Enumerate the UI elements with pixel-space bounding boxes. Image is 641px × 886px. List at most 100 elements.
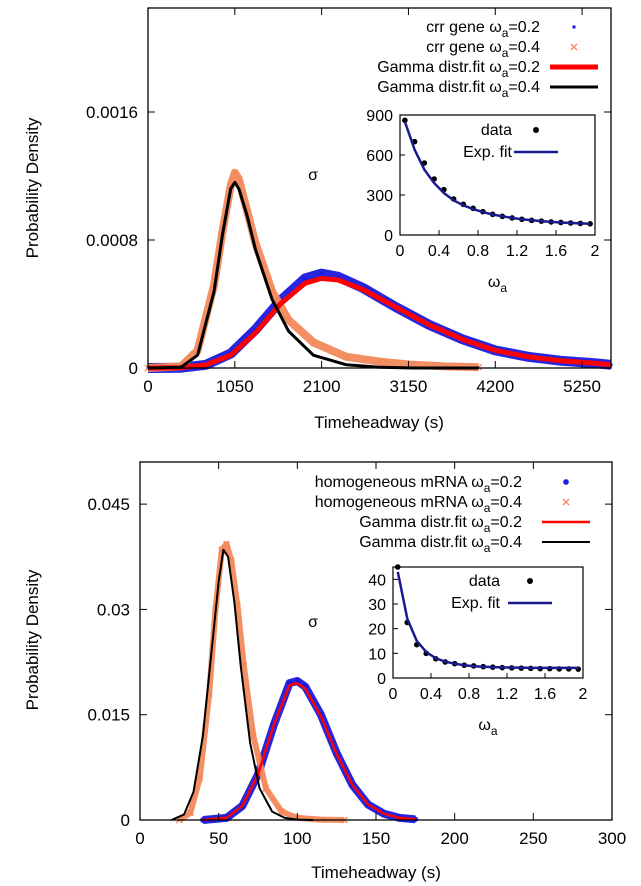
series-1-point-7	[235, 175, 243, 183]
series-1-point-11	[285, 316, 293, 324]
ytick-label-0: 0	[121, 811, 130, 830]
series-1	[175, 540, 348, 824]
inset-ylabel: σ	[308, 614, 318, 631]
xtick-label-4: 4200	[476, 377, 514, 396]
series-0-band	[202, 677, 416, 824]
inset-fit-line	[403, 121, 591, 226]
inset-legend-symbol-0	[533, 127, 539, 133]
series-0-point-6	[303, 276, 307, 280]
ytick-label-2: 0.0016	[86, 103, 138, 122]
series-1-point-13	[342, 353, 350, 361]
inset-point-0	[402, 117, 408, 124]
series-0-point-5	[286, 680, 293, 687]
legend-symbol-1	[570, 43, 578, 51]
legend-label-0: homogeneous mRNA ωa=0.2	[315, 474, 522, 495]
series-1-point-6	[223, 540, 230, 548]
inset-legend-label-0: data	[469, 573, 500, 590]
inset-xtick-label-4: 1.6	[545, 243, 567, 260]
inset-legend-label-1: Exp. fit	[451, 595, 500, 612]
chart-top-marks	[144, 168, 613, 373]
xtick-label-5: 250	[519, 829, 547, 848]
inset-ytick-label-2: 20	[368, 622, 386, 639]
inset-ytick-label-1: 10	[368, 646, 386, 663]
ytick-label-1: 0.015	[87, 706, 130, 725]
inset-ytick-label-4: 40	[368, 572, 386, 589]
legend-symbol-1	[562, 498, 570, 506]
inset-xtick-label-4: 1.6	[534, 686, 556, 703]
xtick-label-2: 100	[283, 829, 311, 848]
inset-xlabel: ωa	[488, 274, 508, 295]
xtick-label-0: 0	[143, 377, 152, 396]
inset-xtick-label-0: 0	[389, 686, 398, 703]
series-3-line	[171, 548, 314, 821]
series-3-line	[147, 180, 479, 370]
series-1-point-6	[231, 169, 239, 177]
inset-legend-label-0: data	[481, 122, 512, 139]
inset-xtick-label-3: 1.2	[506, 243, 528, 260]
inset-xtick-label-5: 2	[591, 243, 600, 260]
legend-label-3: Gamma distr.fit ωa=0.4	[359, 534, 522, 555]
chart-top: 0 1050 2100 3150 4200 5250 0 0.0008 0.0016 Timeh…	[23, 7, 613, 432]
chart-top-frame	[147, 7, 612, 369]
series-0-point-8	[336, 275, 340, 279]
legend-label-2: Gamma distr.fit ωa=0.2	[359, 514, 522, 535]
series-0-point-6	[294, 678, 301, 685]
legend-label-2: Gamma distr.fit ωa=0.2	[377, 59, 540, 80]
chart-top-inset: 0 0.4 0.8 1.2 1.6 2 0 300 600 900 σ ωa data Exp. fit	[308, 108, 599, 295]
inset-ylabel: σ	[308, 167, 318, 184]
ytick-label-0: 0	[129, 359, 138, 378]
series-1-point-12	[278, 808, 286, 816]
inset-ytick-label-0: 0	[384, 228, 393, 245]
series-3	[147, 180, 479, 370]
ytick-label-2: 0.03	[97, 600, 130, 619]
ytick-label-1: 0.0008	[86, 231, 138, 250]
series-1-point-10	[249, 732, 257, 740]
ytick-label-3: 0.045	[87, 495, 130, 514]
series-2-line	[202, 681, 416, 822]
inset-xlabel: ωa	[478, 717, 498, 738]
series-2	[202, 681, 416, 822]
inset-legend-label-1: Exp. fit	[463, 144, 512, 161]
xtick-label-1: 1050	[216, 377, 254, 396]
xtick-label-5: 5250	[563, 377, 601, 396]
chart-top-ticks: 0 1050 2100 3150 4200 5250 0 0.0008 0.0016	[86, 8, 611, 396]
inset-ytick-label-3: 30	[368, 597, 386, 614]
inset-xtick-label-2: 0.8	[458, 686, 480, 703]
inset-point-19	[587, 221, 593, 227]
inset-background	[393, 567, 583, 678]
xtick-label-3: 3150	[390, 377, 428, 396]
legend-label-0: crr gene ωa=0.2	[426, 19, 540, 40]
inset-xtick-label-5: 2	[579, 686, 588, 703]
legend-symbol-0	[572, 25, 576, 29]
legend-label-1: homogeneous mRNA ωa=0.4	[315, 494, 522, 515]
series-1-point-1	[186, 809, 194, 817]
inset-frame	[392, 566, 584, 679]
inset-ytick-label-3: 900	[366, 108, 393, 125]
chart-bottom-xlabel: Timeheadway (s)	[311, 863, 441, 882]
inset-xtick-label-2: 0.8	[467, 243, 489, 260]
series-3	[171, 548, 314, 821]
inset-fit-line	[396, 571, 579, 670]
xtick-label-6: 300	[598, 829, 626, 848]
inset-xtick-label-0: 0	[396, 243, 405, 260]
inset-xtick-label-1: 0.4	[428, 243, 450, 260]
xtick-label-1: 50	[209, 829, 228, 848]
inset-xtick-label-1: 0.4	[420, 686, 442, 703]
xtick-label-3: 150	[362, 829, 390, 848]
series-0-point-14	[412, 816, 419, 823]
series-2-line	[147, 275, 612, 371]
chart-top-ylabel: Probability Density	[23, 117, 42, 258]
series-0-point-7	[320, 272, 324, 276]
inset-series-1	[396, 571, 579, 670]
legend-label-3: Gamma distr.fit ωa=0.4	[377, 79, 540, 100]
inset-legend-symbol-0	[527, 578, 533, 584]
series-1-band	[177, 541, 345, 823]
series-1-point-14	[376, 358, 383, 366]
chart-top-xlabel: Timeheadway (s)	[314, 413, 444, 432]
inset-ytick-label-2: 600	[366, 148, 393, 165]
